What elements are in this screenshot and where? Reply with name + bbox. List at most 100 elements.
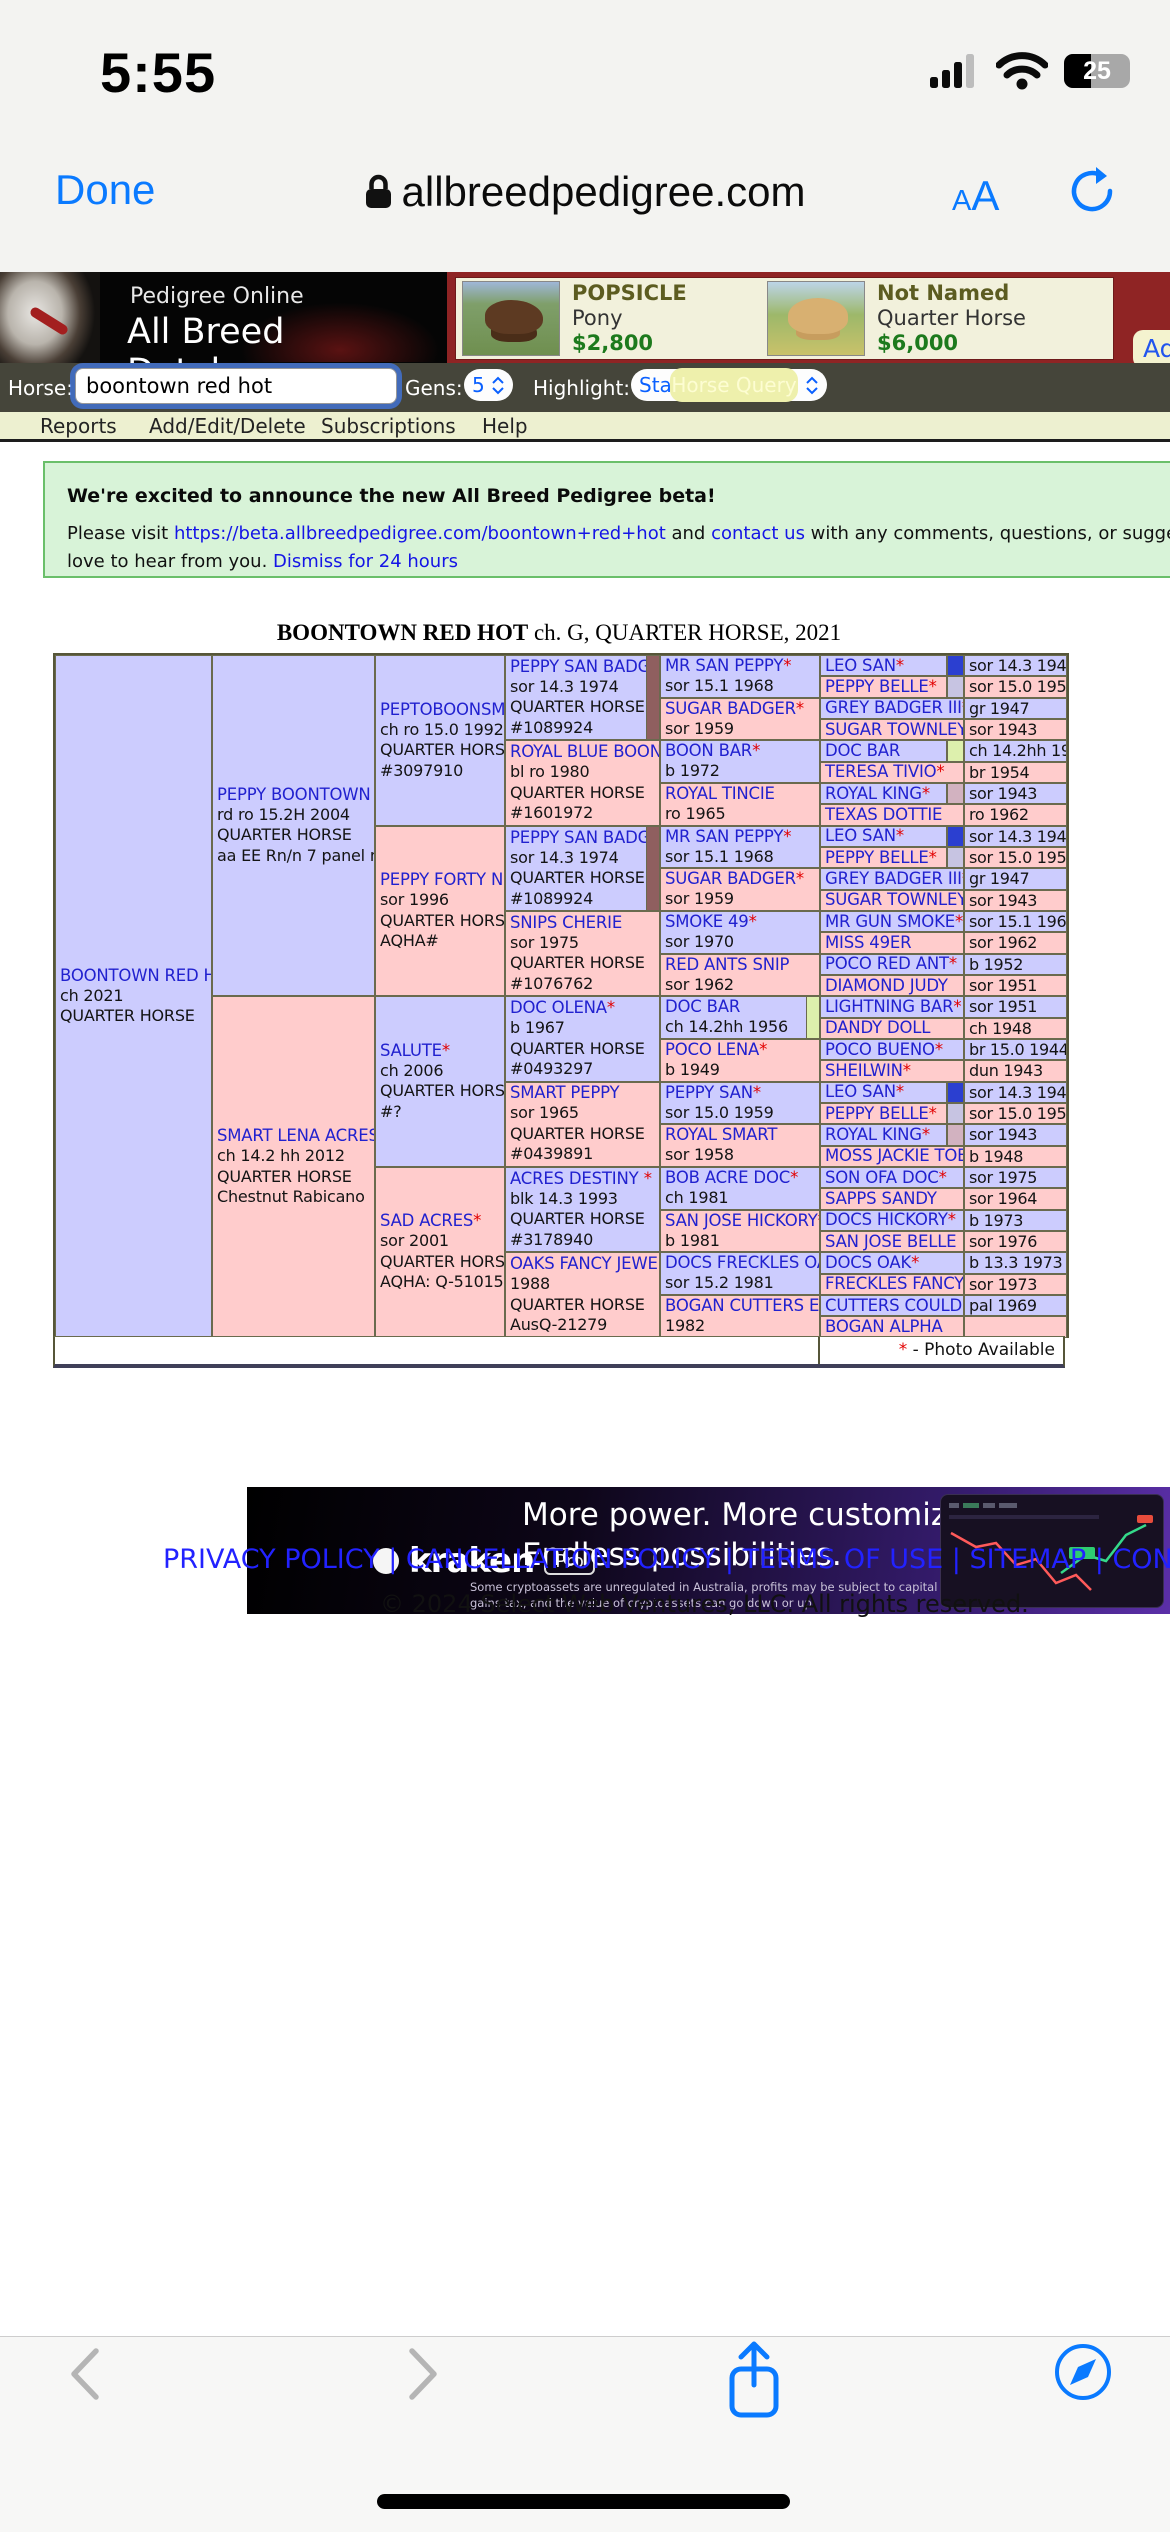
listing-not-named[interactable]: Not Named Quarter Horse $6,000 [761,278,1026,359]
horse-name-link[interactable]: MR SAN PEPPY [665,656,784,676]
horse-name-link[interactable]: MOSS JACKIE TOBIN [825,1146,963,1166]
horse-name-link[interactable]: DOC OLENA [510,998,607,1018]
horse-name-link[interactable]: SMART LENA ACRES [217,1126,375,1146]
listing-popsicle[interactable]: POPSICLE Pony $2,800 [456,278,761,359]
address-bar[interactable]: allbreedpedigree.com [0,168,1170,216]
horse-detail-cell: br 15.0 1944 [964,1038,1067,1061]
gens-select[interactable]: 5 [464,369,513,401]
battery-fill [1064,54,1091,88]
share-button[interactable] [722,2337,786,2423]
horse-name-link[interactable]: SAPPS SANDY [825,1188,937,1208]
horse-name-link[interactable]: MR SAN PEPPY [665,826,784,846]
horse-name-link[interactable]: SUGAR BADGER [665,698,796,718]
horse-cell: POCO RED ANT* [820,953,964,975]
horse-name-link[interactable]: ROYAL BLUE BOON [510,742,660,762]
horse-name-link[interactable]: POCO LENA [665,1039,760,1059]
dismiss-link[interactable]: Dismiss for 24 hours [273,551,458,572]
horse-name-link[interactable]: DOC BAR [665,997,741,1017]
horse-name-link[interactable]: CUTTERS COULD [825,1295,962,1315]
horse-name-link[interactable]: SALUTE [380,1040,442,1060]
horse-search-input[interactable] [75,368,397,404]
privacy-policy-link[interactable]: PRIVACY POLICY [163,1544,380,1575]
text-size-button[interactable]: AA [952,172,1000,219]
horse-name-link[interactable]: PEPPY BELLE [825,847,929,867]
horse-name-link[interactable]: DOCS HICKORY [825,1210,948,1230]
horse-name-link[interactable]: SUGAR TOWNLEY [825,719,964,739]
home-indicator[interactable] [377,2494,790,2509]
horse-name-link[interactable]: PEPPY FORTY NINE [380,870,504,890]
horse-name-link[interactable]: DOCS FRECKLES OAK [665,1253,819,1273]
nav-add-edit-delete[interactable]: Add/Edit/Delete [149,414,306,438]
horse-name-link[interactable]: PEPPY SAN BADGER [510,827,660,847]
horse-name-link[interactable]: PEPPY SAN BADGER [510,656,660,676]
horse-name-link[interactable]: LEO SAN [825,655,896,675]
horse-name-link[interactable]: BOGAN CUTTERS EIGHT [665,1295,820,1315]
nav-reports[interactable]: Reports [40,414,117,438]
horse-name-link[interactable]: SAN JOSE BELLE [825,1231,957,1251]
reload-button[interactable] [1068,164,1118,222]
cancellation-policy-link[interactable]: CANCELLATION POLICY [405,1544,717,1575]
horse-name-link[interactable]: TEXAS DOTTIE [825,804,943,824]
kraken-ad-banner[interactable]: kraken Pro More power. More customizatio… [247,1487,1170,1614]
ad-button[interactable]: Ad [1133,330,1170,368]
horse-name-link[interactable]: GREY BADGER III [825,868,962,888]
horse-name-link[interactable]: PEPPY BELLE [825,1103,929,1123]
horse-name-link[interactable]: ROYAL KING [825,783,922,803]
horse-name-link[interactable]: SNIPS CHERIE [510,912,623,932]
horse-name-link[interactable]: PEPPY SAN [665,1082,753,1102]
horse-name-link[interactable]: PEPPY BOONTOWN [217,784,371,804]
horse-name-link[interactable]: RED ANTS SNIP [665,954,790,974]
horse-name-link[interactable]: LEO SAN [825,826,896,846]
horse-name-link[interactable]: LIGHTNING BAR [825,996,954,1016]
horse-name-link[interactable]: ACRES DESTINY [510,1168,639,1188]
horse-name-link[interactable]: SAD ACRES [380,1211,474,1231]
site-logo[interactable]: Pedigree Online All Breed Database [0,272,447,363]
done-button[interactable]: Done [55,166,156,213]
horse-info: QUARTER HORSE [510,1209,645,1229]
horse-name-link[interactable]: DANDY DOLL [825,1018,931,1038]
horse-name-link[interactable]: DOCS OAK [825,1252,912,1272]
forward-button[interactable] [402,2345,442,2403]
horse-name-link[interactable]: BOB ACRE DOC [665,1167,791,1187]
horse-name-link[interactable]: SMART PEPPY [510,1083,620,1103]
horse-name-link[interactable]: SHEILWIN [825,1060,903,1080]
horse-name-link[interactable]: MR GUN SMOKE [825,911,955,931]
horse-name-link[interactable]: BOGAN ALPHA [825,1316,943,1336]
horse-name-link[interactable]: SMOKE 49 [665,912,749,932]
back-button[interactable] [66,2345,106,2403]
nav-subscriptions[interactable]: Subscriptions [321,414,456,438]
horse-name-link[interactable]: DIAMOND JUDY [825,975,948,995]
horse-name-link[interactable]: LEO SAN [825,1082,896,1102]
horse-name-link[interactable]: DOC BAR [825,740,901,760]
horse-name-link[interactable]: SON OFA DOC [825,1167,939,1187]
horse-name-link[interactable]: SUGAR TOWNLEY [825,890,964,910]
horse-name-link[interactable]: POCO RED ANT [825,954,949,974]
horse-name-link[interactable]: PEPPY BELLE [825,677,929,696]
horse-name-link[interactable]: ROYAL TINCIE [665,784,775,804]
horse-name-link[interactable]: ROYAL KING [825,1124,922,1144]
terms-of-use-link[interactable]: TERMS OF USE [742,1544,944,1575]
beta-link[interactable]: https://beta.allbreedpedigree.com/boonto… [173,523,666,544]
horse-name-link[interactable]: TERESA TIVIO [825,762,937,782]
horse-name-link[interactable]: BOON BAR [665,741,753,761]
horse-query-button[interactable]: Horse Query [670,368,798,402]
horse-name-link[interactable]: FRECKLES FANCY [825,1274,964,1294]
contact-us-link[interactable]: contact us [711,523,805,544]
contact-link[interactable]: CONTACT US [1112,1544,1170,1575]
horse-name-link[interactable]: BOONTOWN RED HOT [60,965,211,985]
horse-detail-cell: gr 1947 [964,697,1067,719]
horse-name-link[interactable]: OAKS FANCY JEWEL [510,1254,660,1274]
horse-name-link[interactable]: SUGAR BADGER [665,869,796,889]
horse-name-link[interactable]: ROYAL SMART [665,1125,778,1145]
horse-name-link[interactable]: PEPTOBOONSMAL [380,699,505,719]
horse-name-link[interactable]: POCO BUENO [825,1039,935,1059]
horse-name-link[interactable]: MISS 49ER [825,932,912,952]
horse-detail-cell: sor 14.3 1949 [964,1081,1067,1103]
horse-cell: ROYAL SMART sor 1958 [660,1124,820,1167]
open-in-safari-button[interactable] [1052,2341,1114,2403]
photo-available-star: * [934,1039,944,1059]
sitemap-link[interactable]: SITEMAP [969,1544,1087,1575]
horse-name-link[interactable]: GREY BADGER III [825,698,962,718]
nav-help[interactable]: Help [482,414,528,438]
horse-name-link[interactable]: SAN JOSE HICKORY [665,1210,818,1230]
